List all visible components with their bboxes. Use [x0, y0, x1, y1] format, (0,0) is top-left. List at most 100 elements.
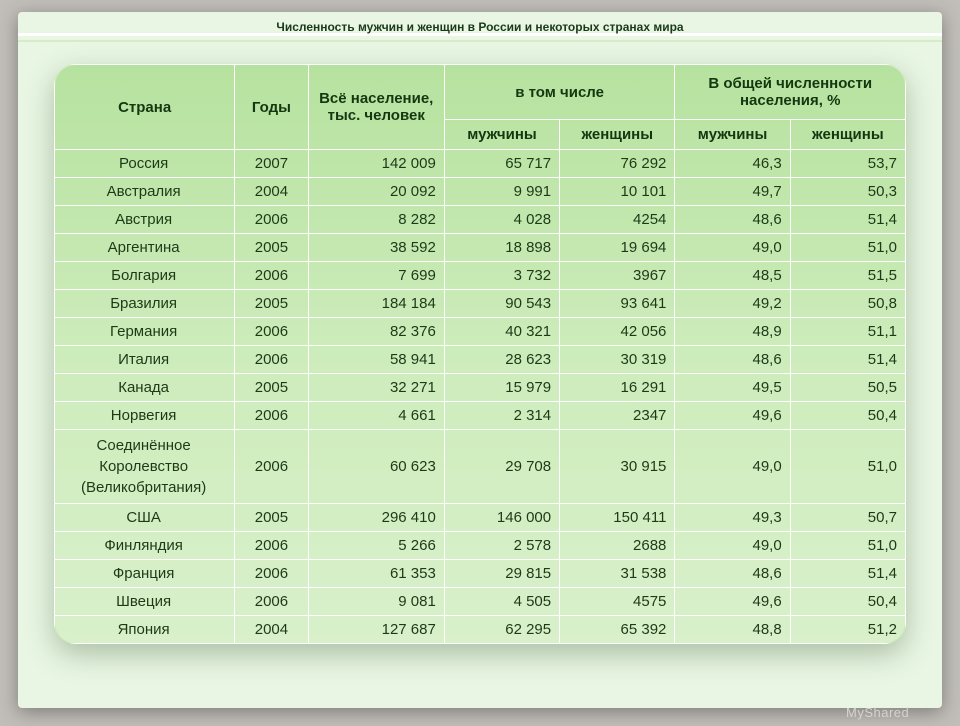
- table-header: Страна Годы Всё население, тыс. человек …: [55, 65, 906, 150]
- cell-pm: 49,2: [675, 290, 790, 318]
- cell-country: Италия: [55, 346, 235, 374]
- cell-pm: 48,6: [675, 206, 790, 234]
- cell-country: Австрия: [55, 206, 235, 234]
- cell-pop: 32 271: [308, 374, 444, 402]
- cell-pm: 46,3: [675, 150, 790, 178]
- cell-pop: 60 623: [308, 430, 444, 504]
- col-including: в том числе: [444, 65, 675, 120]
- table-row: Болгария20067 6993 732396748,551,5: [55, 262, 906, 290]
- cell-pop: 20 092: [308, 178, 444, 206]
- cell-year: 2006: [235, 588, 308, 616]
- cell-pm: 48,9: [675, 318, 790, 346]
- cell-pm: 48,6: [675, 560, 790, 588]
- table-row: Норвегия20064 6612 314234749,650,4: [55, 402, 906, 430]
- cell-country: Германия: [55, 318, 235, 346]
- cell-year: 2006: [235, 430, 308, 504]
- cell-year: 2006: [235, 318, 308, 346]
- cell-pop: 9 081: [308, 588, 444, 616]
- cell-pop: 7 699: [308, 262, 444, 290]
- cell-pop: 58 941: [308, 346, 444, 374]
- cell-women: 42 056: [560, 318, 675, 346]
- cell-men: 90 543: [444, 290, 559, 318]
- cell-pm: 49,0: [675, 234, 790, 262]
- cell-country: Финляндия: [55, 532, 235, 560]
- cell-pw: 51,4: [790, 346, 905, 374]
- cell-year: 2004: [235, 616, 308, 644]
- cell-women: 150 411: [560, 504, 675, 532]
- cell-women: 2347: [560, 402, 675, 430]
- cell-pop: 38 592: [308, 234, 444, 262]
- col-population: Всё население, тыс. человек: [308, 65, 444, 150]
- cell-women: 93 641: [560, 290, 675, 318]
- cell-men: 28 623: [444, 346, 559, 374]
- cell-men: 146 000: [444, 504, 559, 532]
- cell-pop: 5 266: [308, 532, 444, 560]
- table-row: Франция200661 35329 81531 53848,651,4: [55, 560, 906, 588]
- cell-pw: 51,4: [790, 206, 905, 234]
- cell-women: 65 392: [560, 616, 675, 644]
- table-row: Швеция20069 0814 505457549,650,4: [55, 588, 906, 616]
- cell-men: 65 717: [444, 150, 559, 178]
- cell-women: 76 292: [560, 150, 675, 178]
- cell-pm: 49,3: [675, 504, 790, 532]
- cell-pw: 50,5: [790, 374, 905, 402]
- cell-pw: 53,7: [790, 150, 905, 178]
- cell-year: 2006: [235, 206, 308, 234]
- cell-pm: 49,0: [675, 532, 790, 560]
- cell-pw: 50,4: [790, 402, 905, 430]
- cell-men: 29 815: [444, 560, 559, 588]
- col-women: женщины: [560, 120, 675, 150]
- cell-men: 29 708: [444, 430, 559, 504]
- cell-pop: 127 687: [308, 616, 444, 644]
- table-body: Россия2007142 00965 71776 29246,353,7Авс…: [55, 150, 906, 644]
- cell-men: 3 732: [444, 262, 559, 290]
- cell-women: 19 694: [560, 234, 675, 262]
- table-row: Аргентина200538 59218 89819 69449,051,0: [55, 234, 906, 262]
- cell-men: 62 295: [444, 616, 559, 644]
- col-share: В общей численности населения, %: [675, 65, 906, 120]
- cell-pop: 8 282: [308, 206, 444, 234]
- cell-year: 2006: [235, 346, 308, 374]
- cell-women: 10 101: [560, 178, 675, 206]
- table-row: Германия200682 37640 32142 05648,951,1: [55, 318, 906, 346]
- cell-pw: 51,2: [790, 616, 905, 644]
- cell-country: США: [55, 504, 235, 532]
- table-row: Бразилия2005184 18490 54393 64149,250,8: [55, 290, 906, 318]
- population-table: Страна Годы Всё население, тыс. человек …: [54, 64, 906, 644]
- cell-pop: 82 376: [308, 318, 444, 346]
- cell-pw: 51,1: [790, 318, 905, 346]
- cell-women: 30 319: [560, 346, 675, 374]
- cell-pw: 50,7: [790, 504, 905, 532]
- cell-women: 16 291: [560, 374, 675, 402]
- cell-country: Швеция: [55, 588, 235, 616]
- cell-pm: 48,5: [675, 262, 790, 290]
- cell-pm: 48,6: [675, 346, 790, 374]
- table-row: Япония2004127 68762 29565 39248,851,2: [55, 616, 906, 644]
- cell-year: 2006: [235, 532, 308, 560]
- table-row: СоединённоеКоролевство(Великобритания)20…: [55, 430, 906, 504]
- cell-men: 2 314: [444, 402, 559, 430]
- cell-women: 2688: [560, 532, 675, 560]
- cell-country: Бразилия: [55, 290, 235, 318]
- cell-country: Канада: [55, 374, 235, 402]
- cell-year: 2005: [235, 504, 308, 532]
- slide: Численность мужчин и женщин в России и н…: [18, 12, 942, 708]
- table-row: США2005296 410146 000150 41149,350,7: [55, 504, 906, 532]
- cell-country: СоединённоеКоролевство(Великобритания): [55, 430, 235, 504]
- table-row: Австралия200420 0929 99110 10149,750,3: [55, 178, 906, 206]
- table-card: Страна Годы Всё население, тыс. человек …: [54, 64, 906, 644]
- cell-men: 2 578: [444, 532, 559, 560]
- cell-pw: 50,4: [790, 588, 905, 616]
- cell-year: 2006: [235, 560, 308, 588]
- cell-year: 2006: [235, 262, 308, 290]
- cell-men: 15 979: [444, 374, 559, 402]
- cell-country: Норвегия: [55, 402, 235, 430]
- cell-country: Австралия: [55, 178, 235, 206]
- cell-pm: 48,8: [675, 616, 790, 644]
- watermark: MyShared: [846, 703, 960, 726]
- cell-women: 31 538: [560, 560, 675, 588]
- cell-pop: 61 353: [308, 560, 444, 588]
- cell-pw: 51,0: [790, 430, 905, 504]
- cell-men: 18 898: [444, 234, 559, 262]
- table-row: Канада200532 27115 97916 29149,550,5: [55, 374, 906, 402]
